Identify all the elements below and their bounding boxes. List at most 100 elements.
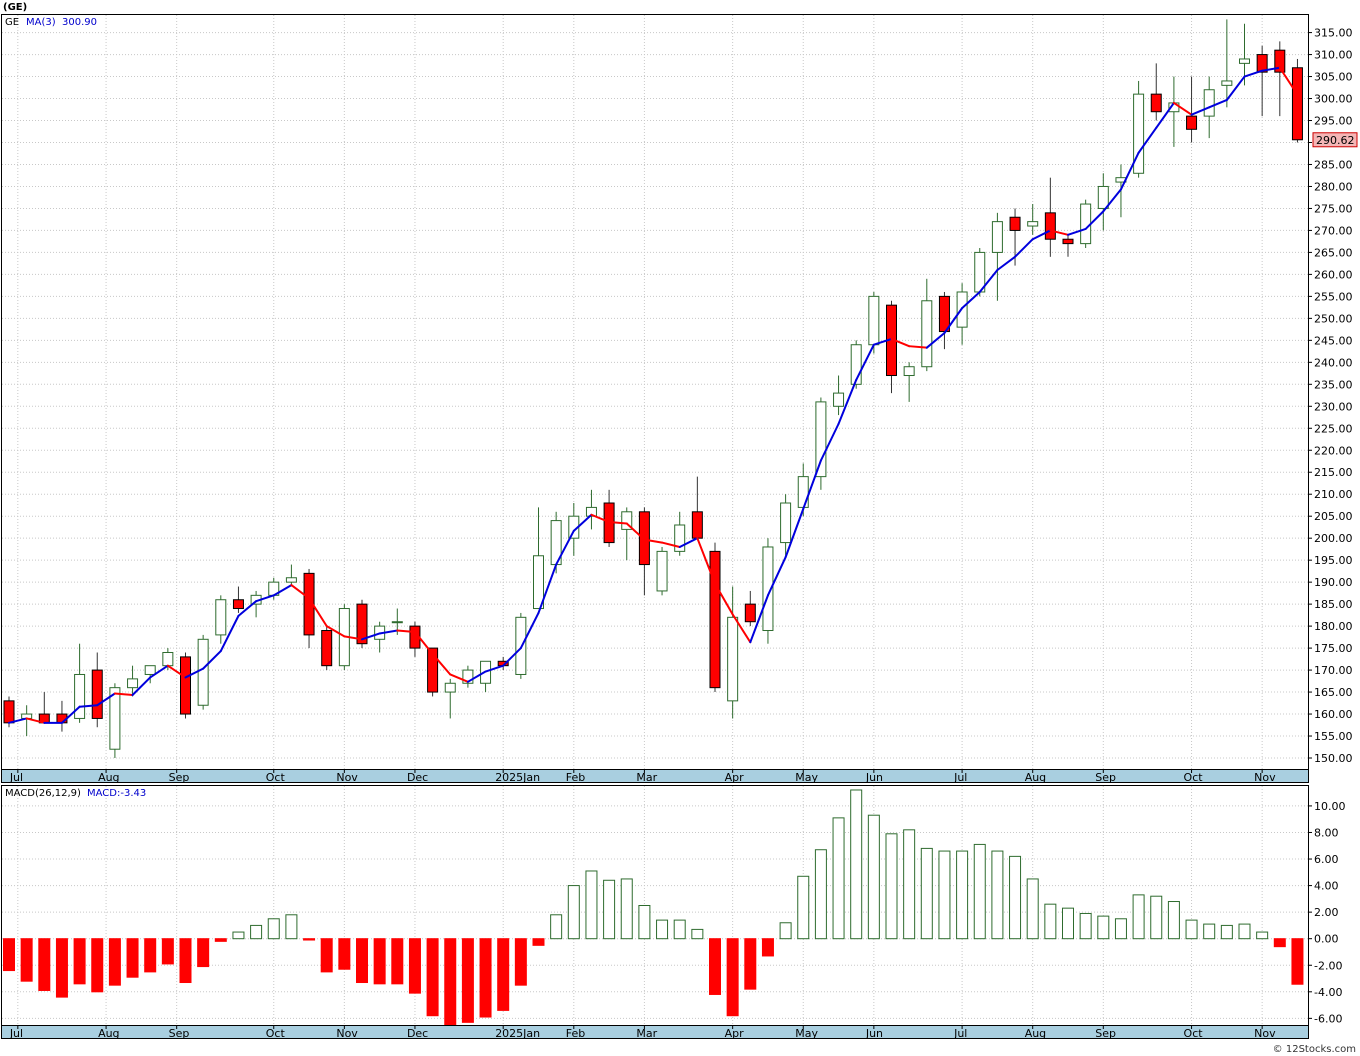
price-x-label: Jul bbox=[9, 771, 23, 784]
candle bbox=[780, 494, 792, 556]
macd-bar-negative bbox=[20, 938, 33, 982]
candle-body-up bbox=[797, 476, 809, 508]
ma-segment bbox=[184, 667, 205, 679]
ma-segment bbox=[8, 717, 28, 724]
macd-tick-label: 0.00 bbox=[1314, 933, 1339, 946]
macd-x-label: Jul bbox=[9, 1027, 23, 1040]
price-tick-label: 200.00 bbox=[1314, 532, 1353, 545]
price-tick-label: 295.00 bbox=[1314, 115, 1353, 128]
ma-segment bbox=[555, 529, 575, 566]
candle-body-up bbox=[444, 682, 456, 693]
candle bbox=[232, 586, 244, 613]
macd-tick-label: 10.00 bbox=[1314, 800, 1346, 813]
candle-body-down bbox=[356, 603, 368, 645]
candle-body-up bbox=[991, 221, 1003, 253]
candle-body-up bbox=[815, 401, 827, 478]
ma-segment bbox=[431, 652, 452, 676]
price-tick-label: 230.00 bbox=[1314, 400, 1353, 413]
candle-body-up bbox=[162, 651, 174, 667]
ma-segment bbox=[819, 422, 840, 462]
price-plot-frame bbox=[1, 14, 1309, 770]
ma-segment bbox=[608, 521, 628, 525]
price-tick-label: 305.00 bbox=[1314, 71, 1353, 84]
ma-segment bbox=[943, 307, 964, 334]
macd-bar-positive bbox=[567, 885, 580, 940]
candle-body-up bbox=[197, 638, 209, 706]
candle bbox=[1150, 63, 1162, 121]
macd-bar-negative bbox=[391, 938, 404, 985]
price-tick-label: 260.00 bbox=[1314, 268, 1353, 281]
macd-x-label: Jul bbox=[953, 1027, 967, 1040]
candle-body-up bbox=[391, 621, 403, 624]
macd-bar-positive bbox=[285, 914, 298, 940]
macd-bar-positive bbox=[1150, 895, 1163, 940]
ma-segment bbox=[925, 331, 946, 349]
ma-segment bbox=[149, 664, 169, 679]
macd-bar-positive bbox=[267, 918, 280, 940]
macd-bar-negative bbox=[373, 938, 386, 985]
price-tick-label: 165.00 bbox=[1314, 686, 1353, 699]
ma-segment bbox=[502, 647, 522, 667]
candle-body-up bbox=[285, 577, 297, 583]
price-tick-label: 195.00 bbox=[1314, 554, 1353, 567]
ma-segment bbox=[166, 664, 187, 679]
macd-x-label: Oct bbox=[266, 1027, 286, 1040]
candle-body-up bbox=[127, 678, 139, 689]
price-tick-label: 310.00 bbox=[1314, 49, 1353, 62]
candle bbox=[74, 643, 86, 723]
candle-body-down bbox=[1291, 67, 1303, 141]
ma-segment bbox=[413, 630, 434, 655]
ma-segment bbox=[484, 664, 505, 673]
candle bbox=[674, 511, 686, 556]
last-price-value: 290.62 bbox=[1316, 134, 1355, 147]
price-tick-label: 225.00 bbox=[1314, 422, 1353, 435]
candle bbox=[303, 568, 315, 649]
ma-segment bbox=[1225, 75, 1246, 101]
macd-x-axis: Jul Aug Sep Oct Nov Dec 2025Jan Feb Mar Apr May Jun… bbox=[9, 1026, 1276, 1040]
candle bbox=[533, 507, 544, 610]
ma-segment bbox=[696, 537, 716, 585]
ma-segment bbox=[1102, 188, 1122, 213]
price-tick-label: 215.00 bbox=[1314, 466, 1353, 479]
candle-body-up bbox=[762, 546, 774, 632]
candle-body-up bbox=[780, 502, 792, 544]
macd-bar-positive bbox=[1220, 924, 1233, 940]
candle-body-down bbox=[638, 511, 650, 566]
price-x-label: Mar bbox=[636, 771, 657, 784]
ma-segment bbox=[1031, 229, 1052, 241]
ma-segment bbox=[1278, 66, 1299, 96]
price-tick-label: 265.00 bbox=[1314, 246, 1353, 259]
candle bbox=[744, 590, 756, 627]
candle bbox=[991, 212, 1003, 301]
price-tick-label: 280.00 bbox=[1314, 180, 1353, 193]
macd-bar-positive bbox=[991, 850, 1004, 940]
ma-segment bbox=[1049, 229, 1069, 236]
macd-bar-negative bbox=[108, 938, 121, 986]
macd-bar-negative bbox=[709, 938, 721, 995]
macd-x-label: Sep bbox=[169, 1027, 190, 1040]
candle-body-down bbox=[1150, 93, 1162, 113]
macd-tick-label: 6.00 bbox=[1314, 853, 1339, 866]
ma-segment bbox=[749, 594, 769, 644]
candle-body-up bbox=[868, 295, 880, 346]
ma-value: 300.90 bbox=[62, 17, 97, 28]
candle bbox=[727, 586, 739, 719]
price-tick-label: 245.00 bbox=[1314, 334, 1353, 347]
macd-x-label: Nov bbox=[1254, 1027, 1276, 1040]
macd-bar-positive bbox=[938, 850, 951, 940]
price-tick-label: 270.00 bbox=[1314, 224, 1353, 237]
ma-segment bbox=[60, 705, 81, 724]
macd-bar-negative bbox=[1291, 938, 1304, 985]
candle bbox=[1027, 204, 1039, 235]
ma-segment bbox=[1172, 101, 1193, 116]
ma-segment bbox=[1261, 66, 1281, 72]
candle-body-up bbox=[585, 506, 597, 517]
macd-bar-positive bbox=[797, 875, 810, 940]
candle bbox=[444, 678, 456, 719]
candle-body-up bbox=[850, 344, 862, 385]
ma-segment bbox=[890, 337, 911, 348]
price-x-label: Jul bbox=[953, 771, 967, 784]
macd-x-label: Aug bbox=[1025, 1027, 1046, 1040]
candle-body-down bbox=[1186, 115, 1198, 130]
